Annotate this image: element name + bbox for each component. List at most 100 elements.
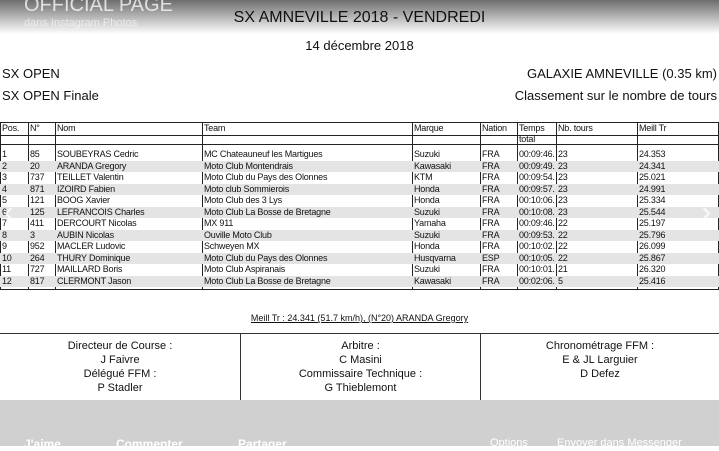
column-rule	[0, 122, 1, 289]
column-rule	[637, 122, 638, 289]
venue: GALAXIE AMNEVILLE (0.35 km)	[526, 66, 717, 81]
header-cell: Pos.	[2, 123, 20, 133]
official-column: Directeur de Course : J Faivre Délégué FFM…	[0, 334, 240, 401]
table-cell: CLERMONT Jason	[57, 275, 132, 286]
column-rule	[55, 122, 56, 289]
table-cell: 2	[2, 160, 7, 171]
table-cell: FRA	[482, 206, 500, 217]
album-link[interactable]: dans Instagram Photos	[24, 17, 138, 29]
table-cell: 24.353	[639, 149, 666, 159]
table-cell: FRA	[482, 241, 500, 251]
table-cell: FRA	[482, 264, 500, 274]
best-lap-note: Meill Tr : 24.341 (51.7 km/h), (N°20) AR…	[250, 313, 469, 323]
table-cell: Suzuki	[414, 264, 440, 274]
table-cell: 952	[30, 241, 45, 251]
official-line: J Faivre	[100, 354, 140, 366]
page-name[interactable]: OFFICIAL PAGE	[24, 0, 173, 16]
row-rule	[0, 122, 719, 123]
header-cell: Nb. tours	[558, 123, 593, 133]
table-cell: Honda	[414, 195, 440, 205]
table-cell: FRA	[482, 149, 500, 159]
table-cell: Suzuki	[414, 229, 440, 240]
table-cell: 00:10:08.370	[519, 206, 555, 217]
table-cell: 00:09:46.401	[519, 218, 555, 228]
table-cell: 26.099	[639, 241, 666, 251]
table-cell: Schweyen MX	[204, 241, 260, 251]
table-cell: IZOIRD Fabien	[57, 183, 115, 194]
official-line: Commissaire Technique :	[298, 368, 423, 380]
row-shade	[0, 160, 719, 172]
top-shade	[0, 0, 719, 34]
table-cell: 25.796	[639, 229, 666, 240]
action-button[interactable]: Options	[490, 437, 528, 449]
table-cell: 26.320	[639, 264, 666, 274]
table-cell: Kawasaki	[414, 160, 451, 171]
action-button[interactable]: Partager	[238, 437, 287, 451]
row-shade	[0, 183, 719, 195]
table-cell: 264	[30, 252, 45, 263]
header-cell: Nation	[482, 123, 507, 133]
table-cell: ESP	[482, 252, 500, 263]
table-cell: 00:10:01.208	[519, 264, 555, 274]
table-cell: SOUBEYRAS Cedric	[57, 149, 139, 159]
column-rule	[412, 122, 413, 289]
official-line: Directeur de Course :	[67, 340, 173, 352]
table-cell: Moto Club La Bosse de Bretagne	[204, 275, 331, 286]
table-cell: 23	[558, 172, 568, 182]
table-cell: Moto Club Montendrais	[204, 160, 293, 171]
table-cell: 24.341	[639, 160, 666, 171]
table-cell: 00:02:06.127	[519, 275, 555, 286]
official-line: G Thieblemont	[324, 382, 397, 394]
official-line: D Defez	[580, 368, 620, 380]
official-line: C Masini	[339, 354, 382, 366]
column-rule	[202, 122, 203, 289]
table-cell: 737	[30, 172, 45, 182]
row-shade	[0, 206, 719, 218]
table-cell: 24.991	[639, 183, 666, 194]
table-cell: 00:10:02.119	[519, 241, 555, 251]
row-shade	[0, 252, 719, 264]
action-bar: J'aime Commenter Partager Options Envoyer da…	[0, 400, 719, 451]
next-arrow[interactable]: ›	[701, 196, 711, 227]
table-cell: AUBIN Nicolas	[57, 229, 114, 240]
table-cell: 25.867	[639, 252, 666, 263]
header-cell: Marque	[414, 123, 444, 133]
action-button[interactable]: J'aime	[24, 437, 61, 451]
table-cell: 7	[2, 218, 7, 228]
table-cell: FRA	[482, 229, 500, 240]
official-line: Délégué FFM :	[83, 368, 157, 380]
column-rule	[517, 122, 518, 289]
table-cell: MX 911	[204, 218, 234, 228]
official-column: Arbitre : C Masini Commissaire Technique :…	[240, 334, 480, 401]
table-cell: Honda	[414, 241, 440, 251]
action-button[interactable]: Envoyer dans Messenger	[557, 437, 682, 449]
table-cell: 85	[30, 149, 40, 159]
table-cell: 121	[30, 195, 45, 205]
table-cell: Moto Club des 3 Lys	[204, 195, 282, 205]
table-cell: 10	[2, 252, 12, 263]
action-button[interactable]: Commenter	[116, 437, 183, 451]
session: SX OPEN Finale	[2, 88, 99, 103]
table-cell: 00:09:49.853	[519, 160, 555, 171]
table-cell: 00:10:05.500	[519, 252, 555, 263]
table-cell: 21	[558, 264, 568, 274]
table-cell: 23	[558, 149, 568, 159]
table-cell: 817	[30, 275, 45, 286]
prev-arrow[interactable]: ‹	[4, 196, 14, 227]
official-line: Chronométrage FFM :	[545, 340, 655, 352]
table-cell: Moto Club La Bosse de Bretagne	[204, 206, 331, 217]
table-cell: FRA	[482, 183, 500, 194]
table-cell: 25.544	[639, 206, 666, 217]
header-cell: N°	[30, 123, 40, 133]
table-cell: 5	[558, 275, 563, 286]
table-cell: 00:10:06.527	[519, 195, 555, 205]
table-cell: Moto Club Aspiranais	[204, 264, 286, 274]
column-rule	[556, 122, 557, 289]
table-cell: MAILLARD Boris	[57, 264, 123, 274]
table-cell: 23	[558, 160, 568, 171]
table-cell: 25.334	[639, 195, 666, 205]
table-cell: 25.197	[639, 218, 666, 228]
table-cell: MACLER Ludovic	[57, 241, 126, 251]
table-cell: 411	[30, 218, 44, 228]
